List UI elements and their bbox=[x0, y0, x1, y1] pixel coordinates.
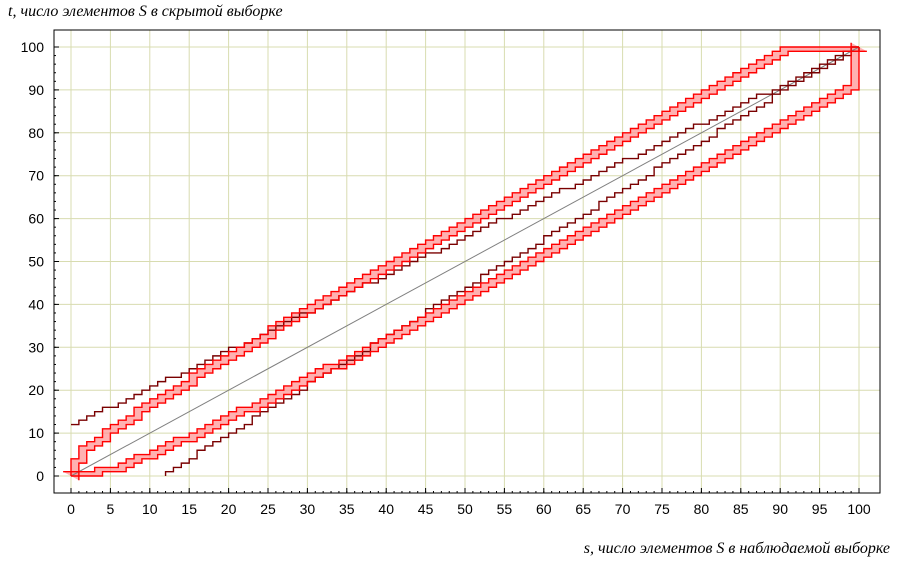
inner-upper-line-b bbox=[78, 50, 867, 481]
outer-lower-line bbox=[164, 46, 859, 476]
inner-lower-line-b bbox=[63, 42, 852, 473]
y-tick-label-90: 90 bbox=[28, 82, 44, 98]
x-tick-label-85: 85 bbox=[733, 501, 749, 517]
y-tick-label-0: 0 bbox=[36, 468, 44, 484]
inner-lower-line-a bbox=[71, 47, 860, 477]
y-tick-label-70: 70 bbox=[28, 168, 44, 184]
x-tick-label-60: 60 bbox=[536, 501, 552, 517]
x-tick-label-20: 20 bbox=[221, 501, 237, 517]
outer-upper-line bbox=[71, 47, 860, 426]
y-tick-label-60: 60 bbox=[28, 211, 44, 227]
x-axis-title: s, число элементов S в наблюдаемой выбор… bbox=[584, 540, 890, 557]
x-tick-label-95: 95 bbox=[812, 501, 828, 517]
grid-layer bbox=[54, 30, 880, 493]
y-tick-label-40: 40 bbox=[28, 296, 44, 312]
x-tick-label-55: 55 bbox=[497, 501, 513, 517]
inner-upper-line-a bbox=[70, 46, 859, 476]
x-tick-label-15: 15 bbox=[181, 501, 197, 517]
x-tick-label-50: 50 bbox=[457, 501, 473, 517]
x-tick-label-25: 25 bbox=[260, 501, 276, 517]
x-tick-label-65: 65 bbox=[575, 501, 591, 517]
x-tick-label-5: 5 bbox=[107, 501, 115, 517]
diagonal-line bbox=[70, 46, 860, 477]
x-tick-label-10: 10 bbox=[142, 501, 158, 517]
line-layer bbox=[63, 42, 867, 481]
x-tick-label-30: 30 bbox=[300, 501, 316, 517]
y-tick-label-100: 100 bbox=[21, 39, 45, 55]
y-tick-label-50: 50 bbox=[28, 254, 44, 270]
x-tick-label-75: 75 bbox=[654, 501, 670, 517]
y-tick-label-80: 80 bbox=[28, 125, 44, 141]
x-tick-label-100: 100 bbox=[847, 501, 871, 517]
y-tick-label-10: 10 bbox=[28, 425, 44, 441]
y-tick-label-20: 20 bbox=[28, 382, 44, 398]
x-tick-label-40: 40 bbox=[378, 501, 394, 517]
x-tick-label-35: 35 bbox=[339, 501, 355, 517]
tick-layer: 0 10 20 30 40 50 60 70 80 90 100 0 5 10 15 20 25 30 35 40 45… bbox=[21, 39, 871, 517]
x-tick-label-0: 0 bbox=[67, 501, 75, 517]
x-tick-label-90: 90 bbox=[772, 501, 788, 517]
x-tick-label-70: 70 bbox=[615, 501, 631, 517]
y-tick-label-30: 30 bbox=[28, 339, 44, 355]
y-axis-title: t, число элементов S в скрытой выборке bbox=[8, 3, 283, 20]
x-tick-label-45: 45 bbox=[418, 501, 434, 517]
x-tick-label-80: 80 bbox=[694, 501, 710, 517]
